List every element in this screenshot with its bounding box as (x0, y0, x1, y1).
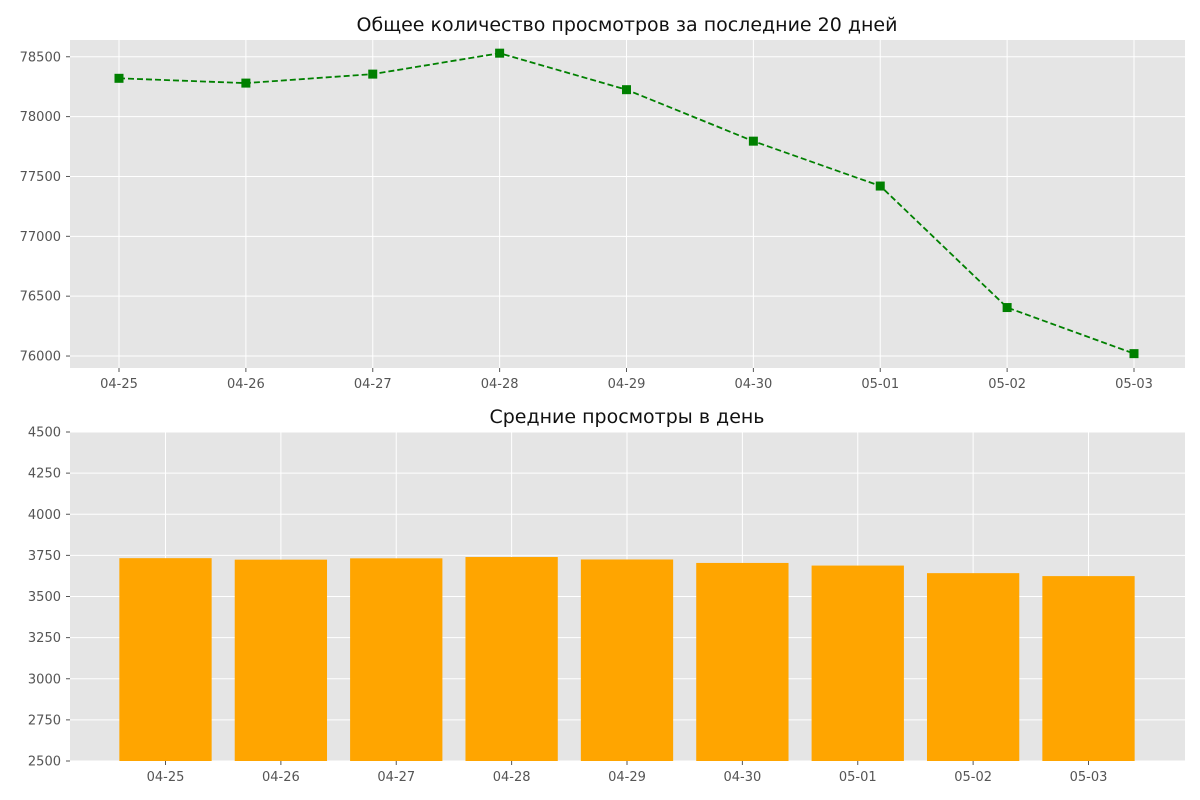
line-chart-grid (70, 40, 1185, 368)
line-chart-x-tick-label: 05-02 (988, 377, 1026, 392)
bar-chart-y-tick-label: 4000 (28, 508, 61, 523)
line-chart-y-tick-label: 77500 (20, 170, 61, 185)
line-chart-y-tick-label: 78500 (20, 50, 61, 65)
bar-chart-x-tick-label: 04-25 (147, 770, 185, 785)
bar-chart: Средние просмотры в день 04-25 04-26 04-27… (28, 406, 1185, 785)
bar-chart-x-tick-label: 04-26 (262, 770, 300, 785)
line-point-marker (748, 136, 758, 146)
bar (350, 558, 443, 761)
bar-chart-x-tick-label: 05-03 (1070, 770, 1108, 785)
line-chart: Общее количество просмотров за последние… (20, 14, 1185, 392)
line-chart-x-tick-label: 04-27 (354, 377, 392, 392)
line-chart-x-tick-label: 04-28 (481, 377, 519, 392)
bar (926, 573, 1020, 761)
line-chart-x-tick-label: 04-30 (734, 377, 772, 392)
bar-chart-y-tick-label: 3000 (28, 672, 61, 687)
line-chart-x-tick-label: 05-01 (861, 377, 899, 392)
bar-chart-x-tick-label: 04-29 (608, 770, 646, 785)
bar-chart-y-tick-label: 4500 (28, 426, 61, 441)
line-point-marker (241, 78, 251, 88)
bar (696, 562, 789, 761)
line-point-marker (1002, 303, 1012, 313)
bar-chart-x-tick-label: 04-30 (723, 770, 761, 785)
bar-chart-x-tick-label: 05-02 (954, 770, 992, 785)
bar (234, 559, 328, 761)
line-chart-x-tick-label: 05-03 (1115, 377, 1153, 392)
bar-chart-y-tick-label: 2750 (28, 713, 61, 728)
bar (465, 557, 558, 761)
bar-chart-y-tick-label: 4250 (28, 467, 61, 482)
line-chart-y-tick-label: 76000 (20, 350, 61, 365)
line-chart-y-tick-label: 76500 (20, 290, 61, 305)
line-chart-y-tick-label: 77000 (20, 230, 61, 245)
bar (811, 565, 904, 761)
bar-chart-x-tick-label: 05-01 (839, 770, 877, 785)
bar-chart-x-tick-label: 04-27 (377, 770, 415, 785)
bar-chart-y-tick-label: 3250 (28, 631, 61, 646)
line-chart-x-tick-label: 04-25 (100, 377, 138, 392)
bar-chart-y-tick-label: 2500 (28, 755, 61, 770)
line-point-marker (114, 73, 124, 83)
bar (119, 558, 212, 761)
line-point-marker (495, 48, 505, 58)
line-point-marker (368, 69, 378, 79)
bar (1042, 576, 1135, 761)
bar-chart-title: Средние просмотры в день (489, 406, 764, 428)
bar-chart-y-tick-label: 3500 (28, 590, 61, 605)
line-point-marker (875, 181, 885, 191)
line-chart-y-tick-label: 78000 (20, 110, 61, 125)
line-chart-x-tick-label: 04-29 (608, 377, 646, 392)
bar-chart-x-tick-label: 04-28 (493, 770, 531, 785)
line-point-marker (622, 85, 631, 95)
bar (580, 559, 674, 761)
line-point-marker (1129, 349, 1139, 359)
line-chart-x-tick-label: 04-26 (227, 377, 265, 392)
bar-chart-y-tick-label: 3750 (28, 549, 61, 564)
line-chart-title: Общее количество просмотров за последние… (357, 14, 898, 36)
line-chart-plot-area (70, 40, 1185, 368)
